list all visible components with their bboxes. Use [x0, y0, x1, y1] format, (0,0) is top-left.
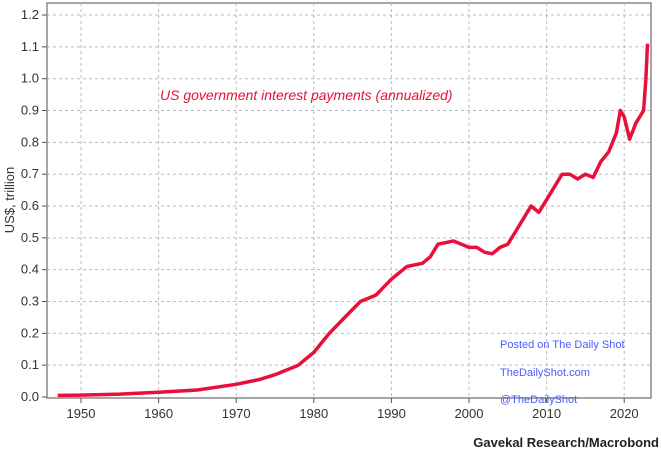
x-tick-label: 1960	[144, 406, 173, 421]
y-axis-label: US$, trillion	[2, 167, 17, 233]
y-tick-label: 0.5	[21, 230, 39, 245]
x-tick-label: 1990	[377, 406, 406, 421]
y-tick-label: 0.3	[21, 294, 39, 309]
x-tick-label: 1950	[67, 406, 96, 421]
plot-frame	[46, 2, 652, 399]
y-tick-label: 1.1	[21, 39, 39, 54]
source-credit: Gavekal Research/Macrobond	[473, 435, 659, 450]
y-tick-label: 1.2	[21, 7, 39, 22]
y-tick-label: 0.8	[21, 134, 39, 149]
y-tick-label: 0.1	[21, 357, 39, 372]
y-tick-label: 0.0	[21, 389, 39, 404]
y-axis: 0.0 0.1 0.2 0.3 0.4 0.5 0.6 0.7 0.8 0.9 1.0 1.1 1.2	[21, 7, 47, 404]
series-annotation: US government interest payments (annuali…	[160, 87, 453, 103]
y-tick-label: 0.9	[21, 103, 39, 118]
x-tick-label: 1980	[299, 406, 328, 421]
series-line	[57, 43, 650, 398]
y-tick-label: 1.0	[21, 71, 39, 86]
x-tick-label: 2020	[610, 406, 639, 421]
x-tick-label: 1970	[222, 406, 251, 421]
watermark-line1: Posted on The Daily Shot	[500, 339, 625, 351]
x-axis: 1950 1960 1970 1980 1990 2000 2010 2020	[67, 398, 639, 421]
y-tick-label: 0.4	[21, 262, 39, 277]
grid	[47, 3, 651, 398]
x-tick-label: 2000	[455, 406, 484, 421]
watermark-line2: TheDailyShot.com	[500, 367, 590, 379]
y-tick-label: 0.6	[21, 198, 39, 213]
watermark-line3: @TheDailyShot	[500, 394, 577, 406]
x-tick-label: 2010	[532, 406, 561, 421]
y-tick-label: 0.7	[21, 166, 39, 181]
y-tick-label: 0.2	[21, 325, 39, 340]
